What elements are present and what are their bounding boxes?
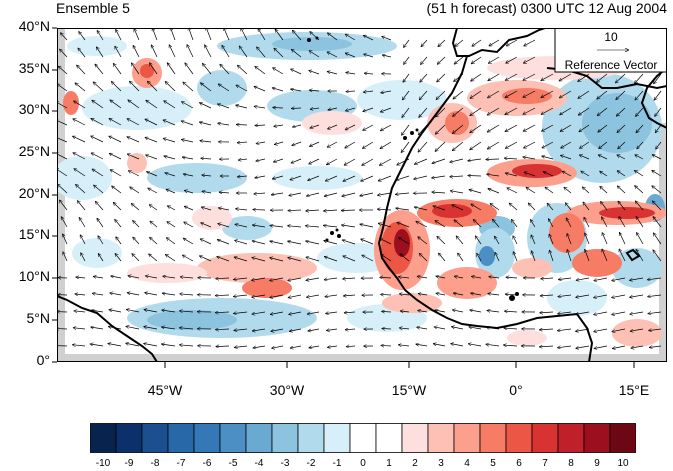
- lat-tick-40n: 40°N: [18, 18, 50, 34]
- colorbar-label: -8: [150, 458, 160, 469]
- colorbar-label: 10: [617, 458, 629, 469]
- missing-data-left: [57, 28, 65, 362]
- colorbar-label: -7: [176, 458, 186, 469]
- colorbar-box: [557, 423, 585, 453]
- colorbar-label: 3: [438, 458, 444, 469]
- colorbar-label: -5: [228, 458, 238, 469]
- colorbar-box: [245, 423, 273, 453]
- colorbar-box: [505, 423, 533, 453]
- colorbar-box: [349, 423, 377, 453]
- map-panel: [57, 28, 667, 362]
- colorbar-label: -3: [280, 458, 290, 469]
- lon-tick-15w: 15°W: [391, 382, 427, 398]
- lat-tick-20n: 20°N: [18, 185, 50, 201]
- colorbar-label: -10: [95, 458, 111, 469]
- lon-tick-0: 0°: [509, 382, 523, 398]
- colorbar-label: 2: [412, 458, 418, 469]
- colorbar-label: 6: [516, 458, 522, 469]
- colorbar-box: [90, 423, 117, 453]
- colorbar-box: [453, 423, 481, 453]
- colorbar-label: -6: [202, 458, 212, 469]
- map-border: [57, 28, 667, 362]
- lon-tick-30w: 30°W: [269, 382, 305, 398]
- colorbar-label: 5: [490, 458, 496, 469]
- missing-data-bottom: [57, 354, 667, 362]
- iberia-coast: [451, 28, 546, 57]
- lon-tick-45w: 45°W: [147, 382, 183, 398]
- colorbar-box: [427, 423, 455, 453]
- colorbar-label: -2: [306, 458, 316, 469]
- lat-tick-25n: 25°N: [18, 143, 50, 159]
- colorbar-label: 7: [542, 458, 548, 469]
- lat-tick-10n: 10°N: [18, 268, 50, 284]
- libya-egypt-coast: [640, 67, 667, 129]
- reference-vector-value: 10: [604, 30, 618, 44]
- colorbar-box: [609, 423, 636, 453]
- colorbar-box: [193, 423, 221, 453]
- colorbar: [90, 423, 636, 453]
- colorbar-box: [115, 423, 143, 453]
- colorbar-label: 0: [360, 458, 366, 469]
- forecast-title: (51 h forecast) 0300 UTC 12 Aug 2004: [426, 0, 667, 16]
- colorbar-box: [167, 423, 195, 453]
- colorbar-label: 4: [464, 458, 470, 469]
- lat-tick-15n: 15°N: [18, 226, 50, 242]
- colorbar-box: [401, 423, 429, 453]
- wind-vector-field: [57, 28, 662, 349]
- colorbar-box: [271, 423, 299, 453]
- lat-tick-0: 0°: [36, 352, 50, 368]
- lat-tick-35n: 35°N: [18, 60, 50, 76]
- colorbar-box: [583, 423, 611, 453]
- missing-data-right: [659, 123, 667, 362]
- south-america-coast: [57, 295, 158, 362]
- lake-chad: [625, 248, 641, 262]
- panel-title: Ensemble 5: [56, 0, 130, 16]
- lat-tick-30n: 30°N: [18, 101, 50, 117]
- colorbar-box: [297, 423, 325, 453]
- colorbar-label: -1: [332, 458, 342, 469]
- colorbar-label: -4: [254, 458, 264, 469]
- colorbar-box: [479, 423, 507, 453]
- west-africa-coast: [377, 55, 594, 362]
- lon-tick-15e: 15°E: [618, 382, 650, 398]
- colorbar-box: [323, 423, 351, 453]
- colorbar-label: -9: [124, 458, 134, 469]
- axis-ticks: [52, 27, 635, 368]
- colorbar-box: [531, 423, 559, 453]
- reference-vector-box: [554, 28, 667, 73]
- reference-vector-label: Reference Vector: [564, 58, 658, 72]
- colorbar-label: 8: [568, 458, 574, 469]
- colorbar-label: 1: [386, 458, 392, 469]
- colorbar-label: 9: [594, 458, 600, 469]
- colorbar-box: [375, 423, 403, 453]
- colorbar-box: [219, 423, 247, 453]
- lat-tick-5n: 5°N: [26, 310, 51, 326]
- colorbar-box: [141, 423, 169, 453]
